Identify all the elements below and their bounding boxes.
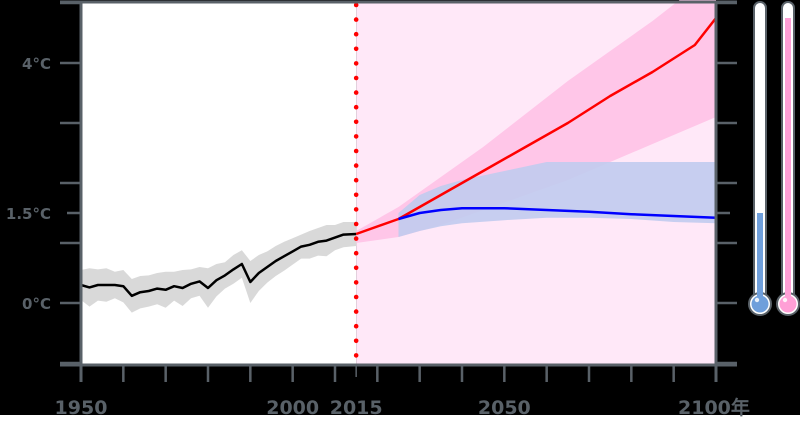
divider-dot <box>353 236 359 241</box>
divider-dot <box>353 250 359 256</box>
x-tick-label: 1950 <box>55 397 108 419</box>
x-tick-label: 2100年 <box>678 396 750 419</box>
x-tick-label: 2015 <box>330 397 383 419</box>
high-emissions-band <box>356 0 716 243</box>
divider-dot <box>353 46 359 52</box>
divider-dot <box>353 2 359 8</box>
historical-line <box>80 232 357 298</box>
thermometer-highlight <box>754 297 760 303</box>
divider-dot <box>353 192 359 198</box>
divider-dot <box>353 294 359 300</box>
divider-dot <box>353 90 359 95</box>
divider-dot <box>353 323 359 329</box>
divider-dot <box>353 75 359 81</box>
divider-dot <box>353 353 359 358</box>
year-2015-divider <box>353 2 359 358</box>
y-tick-label: 4°C <box>22 55 51 73</box>
low-emissions-line <box>398 206 717 221</box>
divider-dot <box>353 119 359 125</box>
x-tick-label: 2000 <box>266 397 319 419</box>
thermometer-bulb <box>779 295 797 313</box>
divider-dot <box>353 338 359 344</box>
y-tick-label: 0°C <box>22 295 51 313</box>
divider-dot <box>353 134 359 139</box>
divider-dot <box>353 265 359 271</box>
y-tick-label: 1.5°C <box>6 205 51 223</box>
thermometer-fill <box>785 18 791 300</box>
divider-dot <box>353 177 359 183</box>
series-lines <box>80 17 717 298</box>
divider-dot <box>353 163 359 168</box>
low-emissions-thermometer <box>748 1 772 316</box>
divider-dot <box>353 104 359 110</box>
high-emissions-line <box>355 17 717 236</box>
axes <box>60 0 737 382</box>
divider-dot <box>353 280 359 285</box>
divider-dot <box>353 17 359 22</box>
divider-dot <box>353 148 359 154</box>
tick-labels: 4°C 1.5°C 0°C 1950 2000 2015 2050 2100年 <box>6 55 750 419</box>
divider-dot <box>353 309 359 314</box>
thermometer-bulb <box>751 295 769 313</box>
thermometer-highlight <box>782 297 788 303</box>
x-tick-label: 2050 <box>478 397 531 419</box>
thermometer-fill <box>757 213 763 300</box>
divider-dot <box>353 207 359 212</box>
high-emissions-thermometer <box>776 1 800 316</box>
divider-dot <box>353 61 359 66</box>
historical-region <box>81 3 357 364</box>
divider-dot <box>353 221 359 227</box>
low-emissions-band <box>398 162 716 237</box>
divider-dot <box>353 31 359 37</box>
thermometer-legend <box>748 1 800 316</box>
